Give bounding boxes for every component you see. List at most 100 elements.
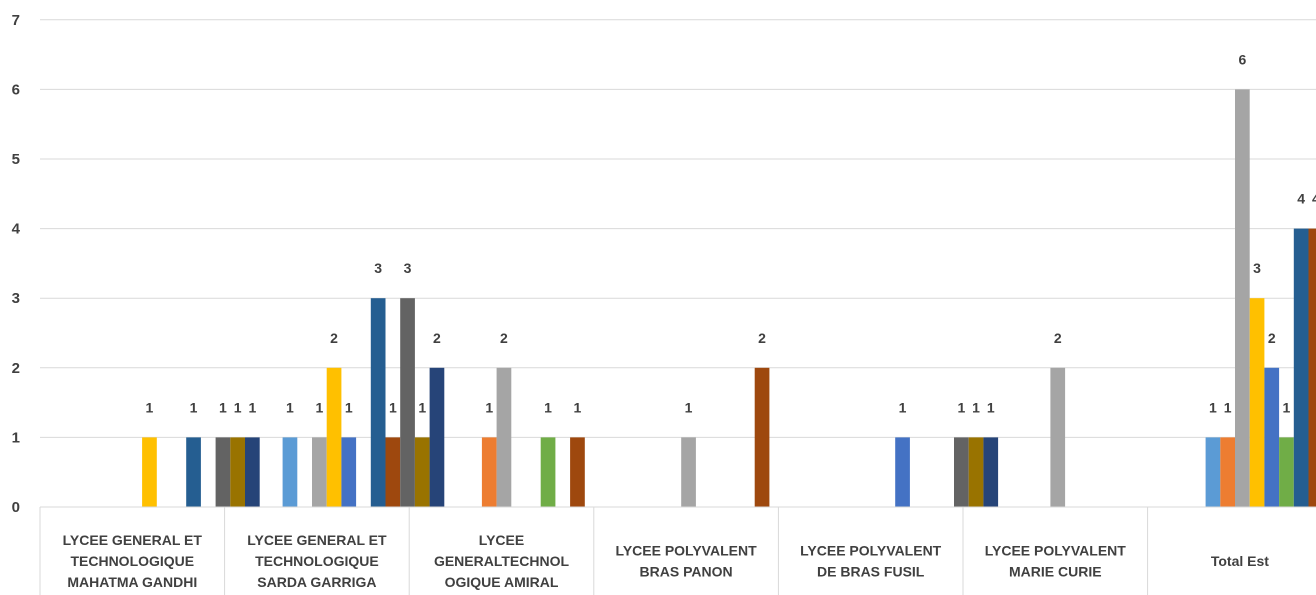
- y-axis: 0 1 2 3 4 5 6 7: [12, 12, 21, 516]
- x-axis: LYCEE GENERAL ET TECHNOLOGIQUE MAHATMA GAN…: [39, 506, 1316, 595]
- data-label: 1: [345, 399, 353, 415]
- bar: [245, 437, 260, 507]
- data-label: 2: [1054, 330, 1062, 346]
- category-label-line: LYCEE GENERAL ET: [247, 532, 387, 548]
- data-label: 2: [1268, 330, 1276, 346]
- data-label: 1: [286, 399, 294, 415]
- bar-series: [142, 89, 1316, 508]
- bar: [215, 437, 231, 507]
- data-label: 1: [1224, 399, 1232, 415]
- y-tick-label: 6: [12, 81, 20, 98]
- data-label: 1: [544, 399, 552, 415]
- bar: [385, 437, 401, 507]
- data-label: 1: [899, 399, 907, 415]
- category-label-line: TECHNOLOGIQUE: [255, 553, 379, 569]
- category-label-line: TECHNOLOGIQUE: [70, 553, 194, 569]
- bar: [540, 437, 556, 507]
- category-label-line: Total Est: [1211, 553, 1269, 569]
- data-label: 1: [234, 399, 242, 415]
- data-label: 1: [190, 399, 198, 415]
- data-labels: 111112126123112111341124131511131214: [146, 51, 1316, 415]
- bar: [186, 437, 201, 507]
- category-label-line: LYCEE POLYVALENT: [800, 543, 942, 559]
- category-label-line: MARIE CURIE: [1009, 564, 1102, 580]
- y-tick-label: 3: [12, 290, 20, 307]
- data-label: 1: [315, 399, 323, 415]
- bar: [312, 437, 327, 507]
- bar: [954, 437, 969, 507]
- data-label: 1: [219, 399, 227, 415]
- bar: [230, 437, 245, 507]
- data-label: 4: [1297, 191, 1305, 207]
- category-label: LYCEE POLYVALENT MARIE CURIE: [985, 543, 1127, 580]
- category-label-line: OGIQUE AMIRAL: [445, 574, 559, 590]
- data-label: 4: [1312, 191, 1316, 207]
- bar: [496, 367, 512, 507]
- data-label: 1: [389, 399, 397, 415]
- bar: [983, 437, 999, 507]
- data-label: 1: [485, 399, 493, 415]
- y-tick-label: 0: [12, 499, 20, 516]
- data-label: 2: [758, 330, 766, 346]
- category-label-line: LYCEE: [479, 532, 524, 548]
- bar: [1235, 89, 1250, 508]
- data-label: 1: [1209, 399, 1217, 415]
- y-tick-label: 5: [12, 151, 20, 168]
- data-label: 3: [1253, 260, 1261, 276]
- category-label-line: LYCEE GENERAL ET: [63, 532, 203, 548]
- data-label: 2: [330, 330, 338, 346]
- category-label-line: GENERALTECHNOL: [434, 553, 570, 569]
- bar: [1279, 437, 1294, 507]
- bar: [895, 437, 910, 507]
- bar: [1249, 298, 1265, 507]
- data-label: 3: [404, 260, 412, 276]
- bar: [1308, 228, 1316, 507]
- gridlines: [40, 19, 1316, 438]
- bar: [429, 367, 445, 507]
- bar: [754, 367, 770, 507]
- bar: [1205, 437, 1221, 507]
- category-label: LYCEE POLYVALENT DE BRAS FUSIL: [800, 543, 942, 580]
- bar: [414, 437, 430, 507]
- bar: [1264, 367, 1280, 507]
- data-label: 3: [374, 260, 382, 276]
- bar: [282, 437, 298, 507]
- category-label: LYCEE GENERAL ET TECHNOLOGIQUE SARDA GARRI…: [247, 532, 387, 590]
- category-label: Total Est: [1211, 553, 1269, 569]
- category-label-line: MAHATMA GANDHI: [67, 574, 197, 590]
- data-label: 6: [1238, 51, 1246, 67]
- data-label: 1: [418, 399, 426, 415]
- bar: [370, 298, 386, 507]
- data-label: 1: [987, 399, 995, 415]
- category-label: LYCEE GENERAL ET TECHNOLOGIQUE MAHATMA GAN…: [63, 532, 203, 590]
- data-label: 2: [433, 330, 441, 346]
- bar: [1293, 228, 1309, 507]
- data-label: 1: [685, 399, 693, 415]
- category-label-line: SARDA GARRIGA: [257, 574, 376, 590]
- y-tick-label: 1: [12, 429, 20, 446]
- category-label-line: BRAS PANON: [640, 564, 733, 580]
- category-label-line: LYCEE POLYVALENT: [616, 543, 758, 559]
- bar: [341, 437, 357, 507]
- bar: [326, 367, 342, 507]
- category-label: LYCEE POLYVALENT BRAS PANON: [616, 543, 758, 580]
- bar: [400, 298, 415, 507]
- bar: [968, 437, 984, 507]
- bar: [481, 437, 497, 507]
- data-label: 1: [146, 399, 154, 415]
- category-label-line: LYCEE POLYVALENT: [985, 543, 1127, 559]
- y-tick-label: 4: [12, 221, 21, 238]
- data-label: 1: [957, 399, 965, 415]
- bar: [142, 437, 157, 507]
- data-label: 1: [248, 399, 256, 415]
- bar: [1050, 367, 1066, 507]
- bar: [1220, 437, 1235, 507]
- category-label-line: DE BRAS FUSIL: [817, 564, 925, 580]
- bar: [570, 437, 585, 507]
- data-label: 1: [574, 399, 582, 415]
- data-label: 1: [972, 399, 980, 415]
- y-tick-label: 7: [12, 12, 20, 29]
- bar: [681, 437, 696, 507]
